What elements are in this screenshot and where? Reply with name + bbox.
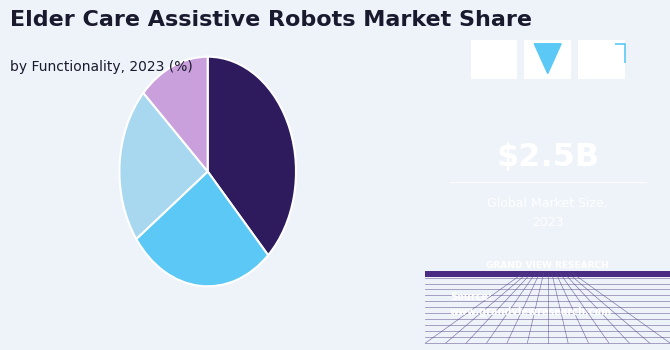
Text: Elder Care Assistive Robots Market Share: Elder Care Assistive Robots Market Share <box>10 10 532 30</box>
Wedge shape <box>143 57 208 172</box>
Wedge shape <box>136 172 268 286</box>
Wedge shape <box>119 93 208 239</box>
FancyBboxPatch shape <box>471 40 517 79</box>
FancyBboxPatch shape <box>525 40 571 79</box>
Text: Source:
www.grandviewresearch.com: Source: www.grandviewresearch.com <box>450 292 612 317</box>
Polygon shape <box>534 44 561 74</box>
Text: by Functionality, 2023 (%): by Functionality, 2023 (%) <box>10 60 193 74</box>
Legend: Social Interaction, Household Tasks, Mobility Assistance, Monitoring and Surveil: Social Interaction, Household Tasks, Mob… <box>42 349 374 350</box>
Text: Global Market Size,
2023: Global Market Size, 2023 <box>487 197 608 230</box>
FancyBboxPatch shape <box>425 271 670 276</box>
Text: GRAND VIEW RESEARCH: GRAND VIEW RESEARCH <box>486 261 609 271</box>
Text: $2.5B: $2.5B <box>496 142 600 173</box>
FancyBboxPatch shape <box>578 40 624 79</box>
Wedge shape <box>208 57 296 255</box>
